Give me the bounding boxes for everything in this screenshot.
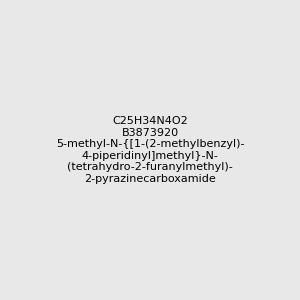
Text: C25H34N4O2
B3873920
5-methyl-N-{[1-(2-methylbenzyl)-
4-piperidinyl]methyl}-N-
(t: C25H34N4O2 B3873920 5-methyl-N-{[1-(2-me… [56, 116, 244, 184]
